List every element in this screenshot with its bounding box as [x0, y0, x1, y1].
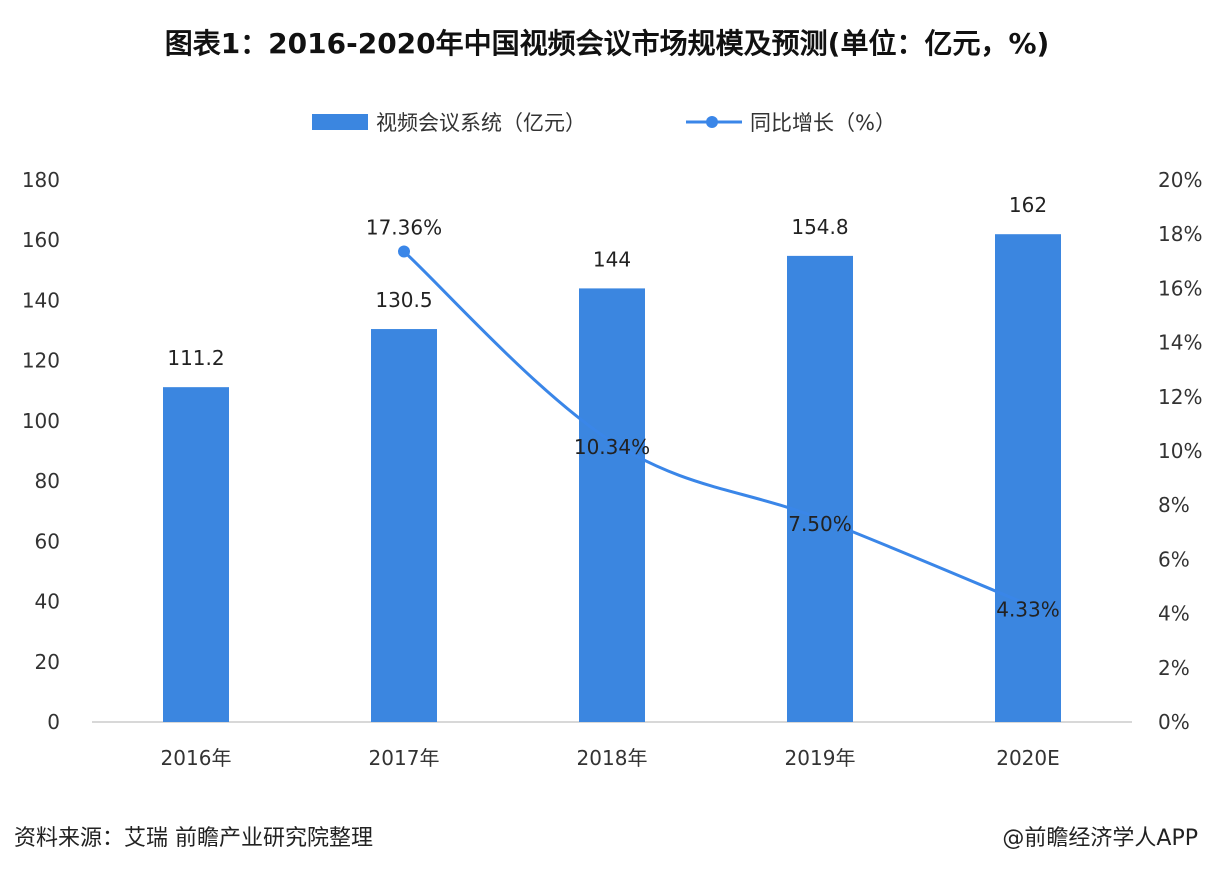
- bar-value-label: 144: [593, 247, 631, 271]
- right-axis: 0% 2% 4% 6% 8% 10% 12% 14% 16% 18% 20%: [1158, 168, 1202, 734]
- right-axis-tick: 8%: [1158, 493, 1190, 517]
- right-axis-tick: 16%: [1158, 276, 1202, 300]
- chart-title: 图表1：2016-2020年中国视频会议市场规模及预测(单位：亿元，%): [164, 27, 1050, 60]
- left-axis-tick: 40: [35, 590, 60, 614]
- left-axis-tick: 80: [35, 469, 60, 493]
- left-axis-tick: 140: [22, 288, 60, 312]
- legend-bar-swatch: [312, 114, 368, 130]
- line-value-label: 10.34%: [574, 435, 650, 459]
- bar-series: [163, 234, 1061, 722]
- line-value-label: 7.50%: [788, 512, 852, 536]
- left-axis-tick: 20: [35, 650, 60, 674]
- right-axis-tick: 12%: [1158, 385, 1202, 409]
- bar-value-label: 130.5: [375, 288, 432, 312]
- right-axis-tick: 6%: [1158, 547, 1190, 571]
- left-axis-tick: 180: [22, 168, 60, 192]
- line-point: [398, 245, 410, 258]
- x-axis-tick: 2020E: [996, 746, 1060, 770]
- legend-bar-label: 视频会议系统（亿元）: [376, 111, 586, 135]
- x-axis: 2016年 2017年 2018年 2019年 2020E: [92, 721, 1132, 770]
- right-axis-tick: 20%: [1158, 168, 1202, 192]
- legend-line-label: 同比增长（%）: [750, 111, 896, 135]
- x-axis-tick: 2018年: [577, 746, 648, 770]
- right-axis-tick: 4%: [1158, 602, 1190, 626]
- bar-value-label: 111.2: [167, 346, 224, 370]
- bar: [579, 288, 645, 722]
- bar: [995, 234, 1061, 722]
- left-axis-tick: 100: [22, 409, 60, 433]
- legend: 视频会议系统（亿元） 同比增长（%）: [312, 111, 896, 135]
- line-series: [398, 245, 1029, 607]
- bar-value-label: 162: [1009, 193, 1047, 217]
- data-labels: 111.2 130.5 144 154.8 162 17.36% 10.34% 7.50% 4.…: [167, 193, 1059, 621]
- right-axis-tick: 14%: [1158, 331, 1202, 355]
- right-axis-tick: 0%: [1158, 710, 1190, 734]
- source-note: 资料来源：艾瑞 前瞻产业研究院整理: [14, 826, 373, 851]
- left-axis: 0 20 40 60 80 100 120 140 160 180: [22, 168, 60, 734]
- bar-value-label: 154.8: [791, 215, 848, 239]
- right-axis-tick: 18%: [1158, 222, 1202, 246]
- credit-note: @前瞻经济学人APP: [1002, 826, 1198, 851]
- chart-area: 视频会议系统（亿元） 同比增长（%） 0 20 40 60 80 100 120 140 160 1…: [22, 111, 1203, 770]
- bar: [371, 329, 437, 722]
- line-value-label: 17.36%: [366, 216, 442, 240]
- right-axis-tick: 10%: [1158, 439, 1202, 463]
- growth-line: [402, 250, 1029, 607]
- left-axis-tick: 60: [35, 529, 60, 553]
- x-axis-tick: 2019年: [785, 746, 856, 770]
- x-axis-tick: 2017年: [369, 746, 440, 770]
- line-value-label: 4.33%: [996, 598, 1060, 622]
- legend-line-marker: [706, 116, 718, 128]
- left-axis-tick: 0: [47, 710, 60, 734]
- left-axis-tick: 120: [22, 349, 60, 373]
- left-axis-tick: 160: [22, 228, 60, 252]
- x-axis-tick: 2016年: [161, 746, 232, 770]
- right-axis-tick: 2%: [1158, 656, 1190, 680]
- bar: [163, 387, 229, 722]
- bar: [787, 255, 853, 722]
